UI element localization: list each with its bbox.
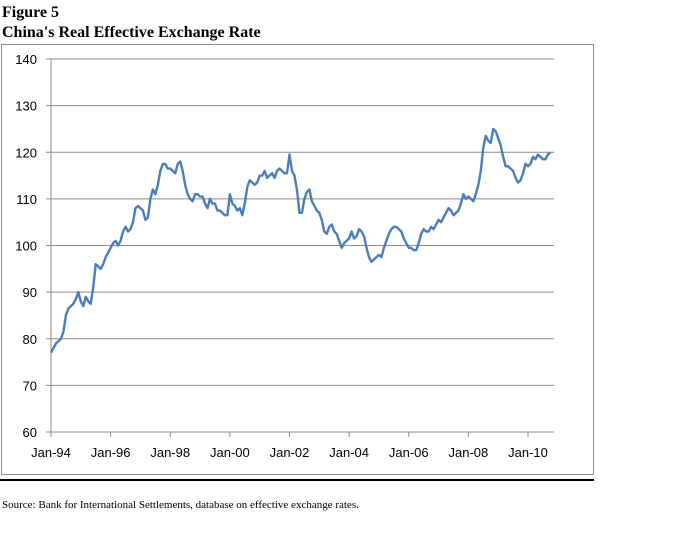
footer-rule — [0, 479, 594, 481]
x-axis-ticks: Jan-94 Jan-96 Jan-98 Jan-00 Jan-02 Jan-04 Jan-… — [31, 445, 548, 460]
y-tick-label: 140 — [15, 52, 37, 67]
x-tick-label: Jan-00 — [210, 445, 250, 460]
x-tick-label: Jan-96 — [91, 445, 131, 460]
gridlines — [51, 58, 554, 386]
figure-label: Figure 5 — [2, 4, 60, 21]
x-tick-label: Jan-02 — [270, 445, 310, 460]
x-tick-label: Jan-06 — [389, 445, 429, 460]
chart-title: China's Real Effective Exchange Rate — [2, 24, 261, 41]
y-tick-label: 130 — [15, 99, 37, 114]
series-line-reer — [49, 127, 552, 354]
x-tick-label: Jan-08 — [449, 445, 489, 460]
y-tick-label: 60 — [23, 425, 37, 440]
y-tick-label: 100 — [15, 239, 37, 254]
y-tick-label: 120 — [15, 145, 37, 160]
source-note: Source: Bank for International Settlemen… — [2, 499, 359, 511]
y-axis-ticks: 60 70 80 90 100 110 120 130 140 — [15, 52, 37, 440]
chart-frame — [1, 44, 594, 475]
y-tick-label: 80 — [23, 332, 37, 347]
x-tick-label: Jan-94 — [31, 445, 71, 460]
y-tick-label: 90 — [23, 285, 37, 300]
y-tick-label: 70 — [23, 378, 37, 393]
x-axis — [46, 58, 554, 437]
y-tick-label: 110 — [16, 192, 37, 207]
x-tick-label: Jan-04 — [329, 445, 369, 460]
x-tick-label: Jan-10 — [508, 445, 548, 460]
x-tick-label: Jan-98 — [150, 445, 190, 460]
